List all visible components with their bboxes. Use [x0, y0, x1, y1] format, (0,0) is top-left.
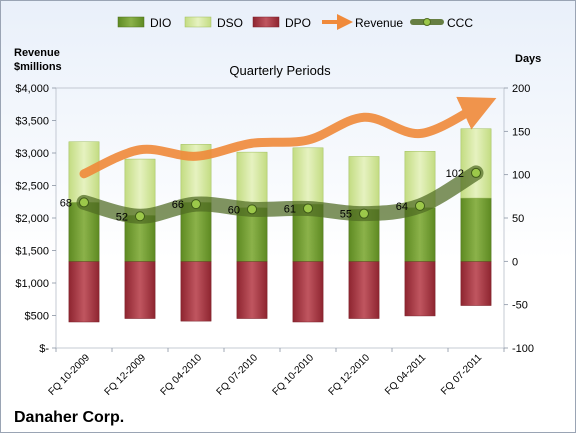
dso-bar [236, 151, 268, 208]
right-axis-tick-label: 50 [512, 213, 524, 225]
legend: DIO DSO DPO Revenue CCC [117, 14, 473, 30]
left-axis-tick-label: $2,500 [15, 181, 49, 193]
right-axis-tick-label: 200 [512, 83, 530, 95]
x-axis-labels: FQ 10-2009 FQ 12-2009 FQ 04-2010 FQ 07-2010… [47, 352, 485, 398]
dpo-bar [124, 261, 156, 319]
x-axis-category-label: FQ 10-2009 [47, 352, 93, 398]
ccc-data-label: 68 [60, 197, 72, 209]
left-axis-tick-label: $4,000 [15, 83, 49, 95]
right-axis-tick-label: 0 [512, 256, 518, 268]
left-axis-tick-label: $1,000 [15, 278, 49, 290]
dso-bar [292, 147, 324, 205]
ccc-point [303, 203, 313, 214]
chart-title: Quarterly Periods [229, 63, 331, 78]
revenue-series [79, 96, 497, 179]
x-axis-category-label: FQ 07-2011 [439, 352, 484, 397]
ccc-series: 68 52 66 60 61 55 64 102 [60, 165, 484, 224]
company-name: Danaher Corp. [14, 409, 124, 426]
x-axis-category-label: FQ 07-2010 [215, 352, 261, 398]
dso-bar [348, 156, 380, 210]
ccc-data-label: 102 [446, 168, 464, 180]
ccc-data-label: 60 [228, 204, 240, 216]
legend-dso-label: DSO [217, 16, 243, 30]
ccc-point [415, 200, 425, 211]
dpo-bar [68, 261, 100, 323]
x-axis-category-label: FQ 10-2010 [271, 352, 317, 398]
ccc-point [359, 208, 369, 219]
legend-dpo-swatch [252, 16, 280, 28]
ccc-point [79, 197, 89, 208]
x-axis-category-label: FQ 04-2010 [159, 352, 205, 398]
x-axis-category-label: FQ 12-2009 [103, 352, 149, 398]
legend-dpo-label: DPO [285, 16, 311, 30]
legend-ccc-label: CCC [447, 16, 473, 30]
dio-bar [460, 197, 492, 262]
revenue-line [79, 96, 497, 179]
left-axis-tick-label: $3,500 [15, 116, 49, 128]
ccc-point [191, 199, 201, 210]
dpo-bar [292, 261, 324, 323]
ccc-data-label: 61 [284, 203, 296, 215]
bars [68, 128, 492, 323]
right-axis-tick-label: 100 [512, 170, 530, 182]
legend-revenue-label: Revenue [355, 16, 403, 30]
ccc-data-label: 55 [340, 209, 352, 221]
right-axis-tick-label: 150 [512, 126, 530, 138]
x-axis-category-label: FQ 04-2011 [383, 352, 428, 397]
ccc-data-label: 52 [116, 211, 128, 223]
dpo-bar [236, 261, 268, 319]
ccc-data-label: 66 [172, 199, 184, 211]
right-axis-tick-label: -100 [512, 343, 534, 355]
left-axis-title-line1: Revenue [14, 47, 60, 59]
dpo-bar [348, 261, 380, 319]
legend-dio-label: DIO [150, 16, 171, 30]
ccc-data-label: 64 [396, 201, 408, 213]
ccc-point [247, 204, 257, 215]
legend-ccc-dot [423, 18, 431, 26]
dpo-bar [180, 261, 212, 322]
left-axis-tick-label: $3,000 [15, 148, 49, 160]
left-axis-tick-label: $1,500 [15, 246, 49, 258]
left-axis-tick-label: $2,000 [15, 213, 49, 225]
dpo-bar [404, 261, 436, 317]
legend-dio-swatch [117, 16, 145, 28]
left-axis-title-line2: $millions [14, 61, 62, 73]
right-axis-title: Days [515, 53, 541, 65]
dpo-bar [460, 261, 492, 306]
axes: $- $500 $1,000 $1,500 $2,000 $2,500 $3,000 $3,5… [15, 83, 534, 355]
left-axis-tick-label: $500 [25, 311, 49, 323]
right-axis-tick-label: -50 [512, 300, 528, 312]
legend-dso-swatch [184, 16, 212, 28]
ccc-point [135, 211, 145, 222]
dso-bar [124, 158, 156, 216]
ccc-point [471, 167, 481, 178]
x-axis-category-label: FQ 12-2010 [327, 352, 373, 398]
left-axis-tick-label: $- [39, 343, 49, 355]
